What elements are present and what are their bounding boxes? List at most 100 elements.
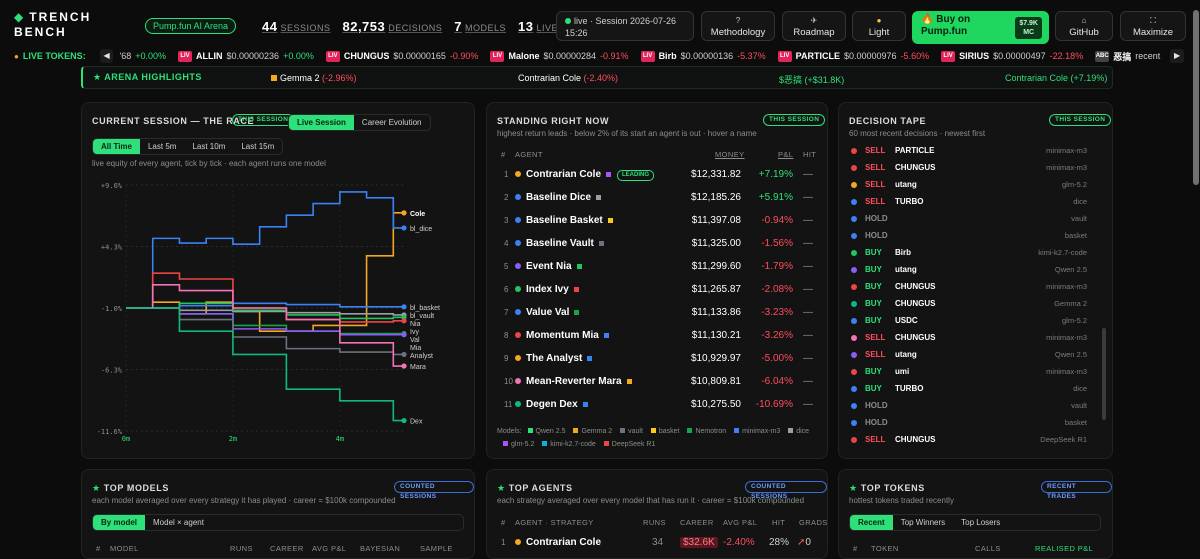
sort-pl[interactable]: P&L	[778, 150, 794, 159]
tape-row[interactable]: BUY Birb kimi-k2.7-code	[839, 245, 1111, 262]
series-end-point[interactable]	[401, 318, 407, 324]
standing-row[interactable]: 5 Event Nia $11,299.60 -1.79% —	[487, 257, 827, 280]
tape-row[interactable]: SELL PARTICLE minimax-m3	[839, 143, 1111, 160]
standing-row[interactable]: 11 Degen Dex $10,275.50 -10.69% —	[487, 395, 827, 418]
highlight-item[interactable]: Gemma 2 (-2.96%)	[271, 73, 357, 83]
tape-row[interactable]: HOLD vault	[839, 211, 1111, 228]
series-end-point[interactable]	[401, 225, 407, 231]
model-legend-item[interactable]: minimax-m3	[728, 428, 780, 435]
session-status[interactable]: live · Session 2026-07-26 15:26	[556, 11, 694, 41]
model-legend-item[interactable]: vault	[614, 428, 643, 435]
model-legend-item[interactable]: glm-5.2	[497, 441, 534, 448]
ticker-item[interactable]: LIV SIRIUS $0.00000497 -22.18%	[941, 50, 1083, 63]
tape-row[interactable]: BUY CHUNGUS Gemma 2	[839, 296, 1111, 313]
standing-row[interactable]: 4 Baseline Vault $11,325.00 -1.56% —	[487, 234, 827, 257]
stat-models[interactable]: 7 MODELS	[454, 19, 507, 34]
agent-name[interactable]: Momentum Mia	[515, 330, 609, 341]
range-last-5m[interactable]: Last 5m	[147, 142, 177, 151]
tape-row[interactable]: HOLD vault	[839, 398, 1111, 415]
tape-row[interactable]: SELL TURBO dice	[839, 194, 1111, 211]
series-end-point[interactable]	[401, 351, 407, 358]
agent-name[interactable]: Baseline Dice	[515, 192, 602, 203]
ticker-item[interactable]: LIV Malone $0.00000284 -0.91%	[490, 50, 629, 63]
tape-row[interactable]: SELL utang glm-5.2	[839, 177, 1111, 194]
standing-row[interactable]: 8 Momentum Mia $11,130.21 -3.26% —	[487, 326, 827, 349]
agent-name[interactable]: The Analyst	[515, 353, 593, 364]
model-legend-item[interactable]: kimi-k2.7-code	[536, 441, 596, 448]
tape-row[interactable]: BUY umi minimax-m3	[839, 364, 1111, 381]
tape-row[interactable]: HOLD basket	[839, 415, 1111, 432]
tab-top-winners[interactable]: Top Winners	[900, 518, 946, 527]
series-end-point[interactable]	[401, 210, 407, 216]
series-line[interactable]	[126, 307, 404, 316]
model-legend-item[interactable]: basket	[645, 428, 680, 435]
model-legend-item[interactable]: DeepSeek R1	[598, 441, 655, 448]
ticker-prev-arrow-icon[interactable]: ◀	[99, 49, 114, 63]
buy-on-pumpfun-button[interactable]: 🔥 Buy on Pump.fun $7.9K MC	[912, 11, 1049, 44]
standing-row[interactable]: 1 Contrarian Cole LEADING $12,331.82 +7.19% —	[487, 165, 827, 188]
github-button[interactable]: ⌂ GitHub	[1055, 11, 1113, 41]
tab-live-session[interactable]: Live Session	[289, 115, 354, 130]
tape-row[interactable]: SELL CHUNGUS minimax-m3	[839, 330, 1111, 347]
page-scrollbar[interactable]	[1193, 10, 1199, 185]
series-line[interactable]	[126, 272, 404, 323]
model-legend-item[interactable]: dice	[782, 428, 809, 435]
tape-row[interactable]: HOLD basket	[839, 228, 1111, 245]
series-line[interactable]	[126, 283, 404, 367]
tape-row[interactable]: SELL CHUNGUS minimax-m3	[839, 160, 1111, 177]
tape-row[interactable]: SELL utang Qwen 2.5	[839, 347, 1111, 364]
series-end-point[interactable]	[401, 363, 407, 369]
tab-by-model[interactable]: By model	[93, 515, 146, 530]
methodology-button[interactable]: ? Methodology	[701, 11, 775, 41]
ticker-item[interactable]: LIV ALLIN $0.00000236 +0.00%	[178, 50, 314, 63]
highlight-item[interactable]: $恶搞 (+$31.8K)	[779, 75, 845, 85]
ticker-item[interactable]: '68 +0.00%	[119, 50, 166, 63]
tape-row[interactable]: SELL CHUNGUS DeepSeek R1	[839, 432, 1111, 449]
series-end-point[interactable]	[401, 417, 407, 424]
tab-top-losers[interactable]: Top Losers	[961, 518, 1001, 527]
brand-logo[interactable]: ◆ TRENCH BENCH	[14, 10, 91, 40]
tape-scrollbar[interactable]	[1102, 328, 1106, 420]
standing-row[interactable]: 10 Mean-Reverter Mara $10,809.81 -6.04% —	[487, 372, 827, 395]
ticker-item[interactable]: LIV PARTICLE $0.00000976 -5.60%	[777, 50, 929, 63]
standing-row[interactable]: 7 Value Val $11,133.86 -3.23% —	[487, 303, 827, 326]
agent-name[interactable]: Mean-Reverter Mara	[515, 376, 632, 387]
series-line[interactable]	[126, 307, 404, 422]
ticker-item[interactable]: LIV Birb $0.00000136 -5.37%	[640, 50, 766, 63]
tape-row[interactable]: BUY utang Qwen 2.5	[839, 262, 1111, 279]
tape-row[interactable]: BUY USDC glm-5.2	[839, 313, 1111, 330]
series-line[interactable]	[126, 191, 404, 309]
race-line-chart[interactable]: +9.6% +4.3% -1.0% -6.3% -11.6%0m 2m 4m Cole bl_d…	[82, 169, 475, 459]
standing-row[interactable]: 9 The Analyst $10,929.97 -5.00% —	[487, 349, 827, 372]
roadmap-button[interactable]: ✈ Roadmap	[782, 11, 846, 41]
agent-name[interactable]: Index Ivy	[515, 284, 579, 295]
tab-recent[interactable]: Recent	[850, 515, 893, 530]
series-line[interactable]	[126, 302, 404, 320]
highlight-item[interactable]: Contrarian Cole (+7.19%)	[1005, 73, 1108, 83]
agent-name[interactable]: Baseline Basket	[515, 215, 613, 226]
model-legend-item[interactable]: Qwen 2.5	[522, 428, 565, 435]
stat-decisions[interactable]: 82,753 DECISIONS	[342, 19, 443, 34]
series-end-point[interactable]	[401, 304, 407, 310]
ticker-item[interactable]: LIV CHUNGUS $0.00000165 -0.90%	[325, 50, 478, 63]
range-last-15m[interactable]: Last 15m	[241, 142, 275, 151]
sort-money[interactable]: MONEY	[715, 150, 745, 159]
arena-pill[interactable]: Pump.fun AI Arena	[145, 18, 237, 34]
standing-row[interactable]: 2 Baseline Dice $12,185.26 +5.91% —	[487, 188, 827, 211]
stat-sessions[interactable]: 44 SESSIONS	[262, 19, 331, 34]
maximize-button[interactable]: ⛶ Maximize	[1120, 11, 1186, 41]
light-mode-button[interactable]: ● Light	[852, 11, 906, 41]
agent-name[interactable]: Value Val	[515, 307, 580, 318]
table-row[interactable]: 1 Contrarian Cole 34 $32.6K -2.40% 28% ➚…	[501, 537, 811, 548]
agent-name[interactable]: Contrarian Cole LEADING	[515, 169, 655, 181]
standing-row[interactable]: 6 Index Ivy $11,265.87 -2.08% —	[487, 280, 827, 303]
agent-name[interactable]: Baseline Vault	[515, 238, 604, 249]
model-legend-item[interactable]: Nemotron	[681, 428, 726, 435]
model-legend-item[interactable]: Gemma 2	[567, 428, 612, 435]
highlight-item[interactable]: Contrarian Cole (-2.40%)	[518, 73, 619, 83]
tape-row[interactable]: BUY TURBO dice	[839, 381, 1111, 398]
range-last-10m[interactable]: Last 10m	[192, 142, 226, 151]
standing-row[interactable]: 3 Baseline Basket $11,397.08 -0.94% —	[487, 211, 827, 234]
tab-model-by-agent[interactable]: Model × agent	[153, 518, 204, 527]
